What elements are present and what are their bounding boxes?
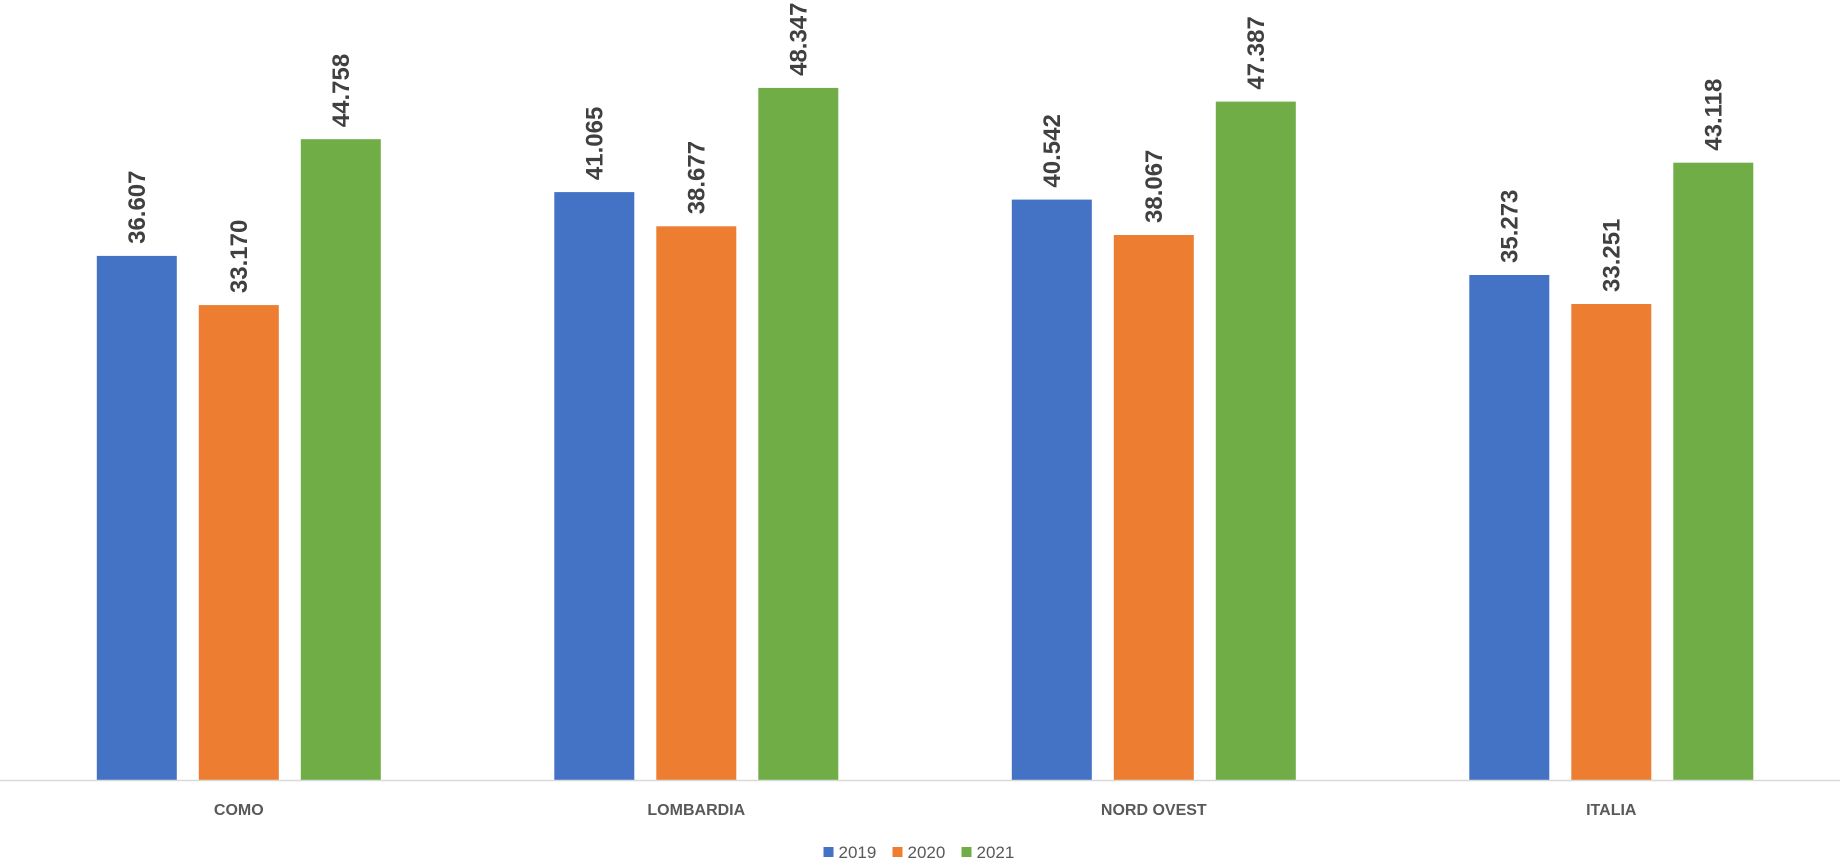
data-label: 36.607 — [124, 170, 151, 243]
legend-label: 2020 — [908, 843, 946, 862]
legend-item-2020[interactable]: 2020 — [892, 843, 946, 862]
bar-2019-nord-ovest[interactable] — [1011, 199, 1092, 781]
category-group-como: 36.607 33.170 44.758 — [96, 54, 381, 780]
legend-swatch — [823, 847, 834, 857]
x-tick-label: COMO — [214, 802, 264, 819]
data-label: 38.067 — [1141, 150, 1168, 223]
data-label: 40.542 — [1039, 114, 1066, 187]
bar-2021-como[interactable] — [300, 139, 381, 780]
x-tick-label: NORD OVEST — [1101, 802, 1207, 819]
legend-swatch — [961, 847, 972, 857]
bar-2019-italia[interactable] — [1469, 275, 1550, 780]
bar-2019-lombardia[interactable] — [554, 192, 635, 781]
bar-2020-lombardia[interactable] — [656, 226, 737, 781]
x-tick-label: ITALIA — [1586, 802, 1637, 819]
legend: 2019 2020 2021 — [823, 843, 1015, 862]
data-label: 35.273 — [1496, 190, 1523, 263]
bar-2019-como[interactable] — [96, 255, 177, 780]
data-label: 41.065 — [581, 107, 608, 180]
legend-label: 2019 — [839, 843, 877, 862]
category-group-italia: 35.273 33.251 43.118 — [1469, 79, 1754, 780]
data-label: 38.677 — [683, 141, 710, 214]
legend-item-2019[interactable]: 2019 — [823, 843, 877, 862]
data-label: 43.118 — [1700, 79, 1727, 151]
bar-2021-lombardia[interactable] — [758, 87, 839, 780]
bar-2021-italia[interactable] — [1673, 162, 1754, 780]
legend-label: 2021 — [977, 843, 1015, 862]
legend-swatch — [892, 847, 903, 857]
data-label: 48.347 — [785, 2, 812, 75]
bar-2021-nord-ovest[interactable] — [1215, 101, 1296, 781]
bar-2020-como[interactable] — [198, 305, 279, 780]
bar-2020-nord-ovest[interactable] — [1113, 235, 1194, 780]
bar-2020-italia[interactable] — [1571, 304, 1652, 780]
category-group-nord-ovest: 40.542 38.067 47.387 — [1011, 16, 1296, 781]
category-group-lombardia: 41.065 38.677 48.347 — [554, 2, 839, 781]
data-label: 44.758 — [328, 54, 355, 127]
x-tick-label: LOMBARDIA — [647, 802, 745, 819]
data-label: 33.251 — [1598, 219, 1625, 292]
data-label: 47.387 — [1243, 16, 1270, 89]
legend-item-2021[interactable]: 2021 — [961, 843, 1015, 862]
data-label: 33.170 — [226, 220, 253, 293]
